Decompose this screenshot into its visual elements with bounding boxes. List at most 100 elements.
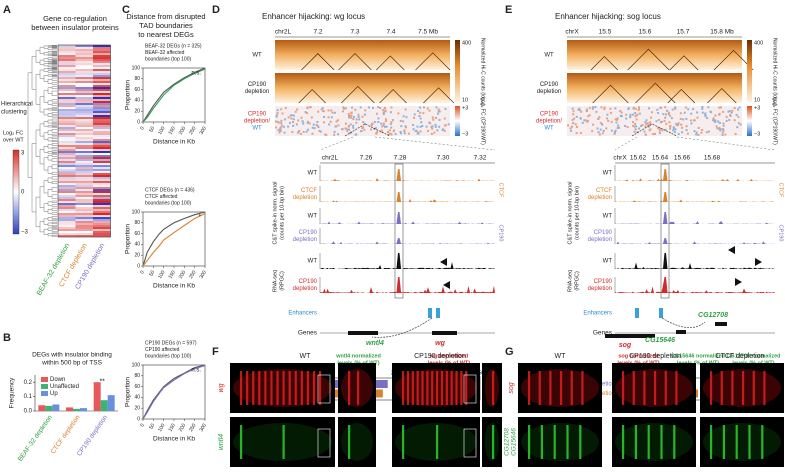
hic-ratio-pixel xyxy=(620,115,623,118)
column-label: WT xyxy=(555,353,567,360)
track-label: WT xyxy=(308,259,318,265)
hic-ratio-pixel xyxy=(712,117,715,120)
stain-stripe xyxy=(560,371,563,405)
heatmap-cell xyxy=(93,77,111,79)
heatmap-cell xyxy=(93,215,111,217)
legend-label: Unaffected xyxy=(50,384,79,390)
heatmap-cell xyxy=(75,187,93,189)
heatmap-cell xyxy=(58,131,76,133)
hic-ratio-pixel xyxy=(302,122,305,125)
heatmap-cell xyxy=(75,175,93,177)
hic-ratio-pixel xyxy=(297,131,300,134)
highlight-box xyxy=(660,163,670,299)
signal-track xyxy=(615,169,775,181)
hic-ratio-pixel xyxy=(434,123,437,126)
plot-frame xyxy=(142,67,206,123)
hic-ratio-pixel xyxy=(360,130,363,133)
hic-ratio-pixel xyxy=(659,121,662,124)
hic-ratio-pixel xyxy=(719,106,722,109)
heatmap-cell xyxy=(75,167,93,169)
hic-ratio-pixel xyxy=(348,132,351,135)
heatmap-cell xyxy=(75,67,93,69)
coord-label: chr2L xyxy=(275,29,292,36)
heatmap-cell xyxy=(93,121,111,123)
heatmap-cell xyxy=(75,49,93,51)
heatmap-cell xyxy=(75,71,93,73)
hic-ratio-pixel xyxy=(695,133,698,136)
hic-ratio-pixel xyxy=(618,126,621,129)
hic-ratio-pixel xyxy=(348,116,351,119)
heatmap-cell xyxy=(58,103,76,105)
hic-ratio-pixel xyxy=(333,133,336,136)
hic-ratio-pixel xyxy=(298,130,301,133)
panel-letter: G xyxy=(505,346,514,358)
heatmap-cell xyxy=(75,111,93,113)
chart-title: CG12708 normalized xyxy=(726,353,780,359)
heatmap-cell xyxy=(93,199,111,201)
y-tick-label: 100 xyxy=(132,65,141,71)
hic-ratio-pixel xyxy=(718,106,721,109)
chart-subtitle: BEAF-32 DEGs (n = 325) xyxy=(145,43,202,49)
coord-label: 15.64 xyxy=(652,155,669,162)
hic-ratio-pixel xyxy=(275,120,278,123)
hic-ratio-pixel xyxy=(279,127,282,130)
hic-ratio-pixel xyxy=(579,132,582,135)
bar xyxy=(93,382,101,411)
heatmap-cell xyxy=(93,171,111,173)
hic-ratio-pixel xyxy=(435,106,438,109)
stain-stripe xyxy=(282,425,285,459)
hic-ratio-pixel xyxy=(673,130,676,133)
hic-ratio-pixel xyxy=(696,116,699,119)
hic-ratio-pixel xyxy=(282,125,285,128)
heatmap-cell xyxy=(93,181,111,183)
hic-ratio-pixel xyxy=(658,129,661,132)
x-tick-label: CTCF depletion xyxy=(50,414,82,456)
hic-ratio-pixel xyxy=(706,117,709,120)
y-tick-label: 40 xyxy=(134,98,140,104)
y-tick-label: 20 xyxy=(134,406,140,412)
hic-ratio-pixel xyxy=(633,130,636,133)
heatmap-cell xyxy=(75,193,93,195)
signal-track xyxy=(320,192,495,202)
heatmap-cell xyxy=(58,117,76,119)
hic-ratio-pixel xyxy=(432,118,435,121)
hic-ratio-pixel xyxy=(583,119,586,122)
annotation: n.s. xyxy=(191,71,201,77)
heatmap-cell xyxy=(58,87,76,89)
hic-ratio-pixel xyxy=(387,133,390,136)
hic-ratio-pixel xyxy=(381,125,384,128)
stain-stripe xyxy=(752,371,755,405)
hic-ratio-pixel xyxy=(377,106,380,109)
hic-ratio-pixel xyxy=(292,118,295,121)
tad-outline xyxy=(376,55,405,71)
colorbar-tick: 0 xyxy=(21,190,25,196)
x-tick-label: 250 xyxy=(188,269,197,279)
hic-ratio-pixel xyxy=(344,127,347,130)
hic-ratio-pixel xyxy=(668,121,671,124)
heatmap-cell xyxy=(58,133,76,135)
heatmap-cell xyxy=(75,75,93,77)
heatmap-cell xyxy=(75,221,93,223)
x-tick-label: 100 xyxy=(157,125,166,135)
hic-ratio-pixel xyxy=(280,122,283,125)
hic-ratio-pixel xyxy=(714,114,717,117)
heatmap-cell xyxy=(58,229,76,231)
stain-stripe xyxy=(240,425,243,459)
heatmap-cell xyxy=(75,199,93,201)
hic-ratio-pixel xyxy=(661,129,664,132)
heatmap-cell xyxy=(58,77,76,79)
stain-stripe xyxy=(426,371,429,405)
zoom-box xyxy=(317,374,331,404)
hic-ratio-pixel xyxy=(355,121,358,124)
x-tick-label: 50 xyxy=(148,422,156,430)
row-label: WT xyxy=(544,53,554,59)
ecdf-line xyxy=(142,364,206,420)
y-tick-label: 0.2 xyxy=(24,380,33,386)
hic-ratio-pixel xyxy=(638,106,641,109)
row-label: CP190 xyxy=(248,112,267,118)
stain-stripe xyxy=(549,371,552,405)
annotation: ** xyxy=(99,378,105,385)
track-label: CP190 xyxy=(594,279,613,285)
hic-ratio-pixel xyxy=(674,128,677,131)
hic-ratio-pixel xyxy=(306,106,309,109)
